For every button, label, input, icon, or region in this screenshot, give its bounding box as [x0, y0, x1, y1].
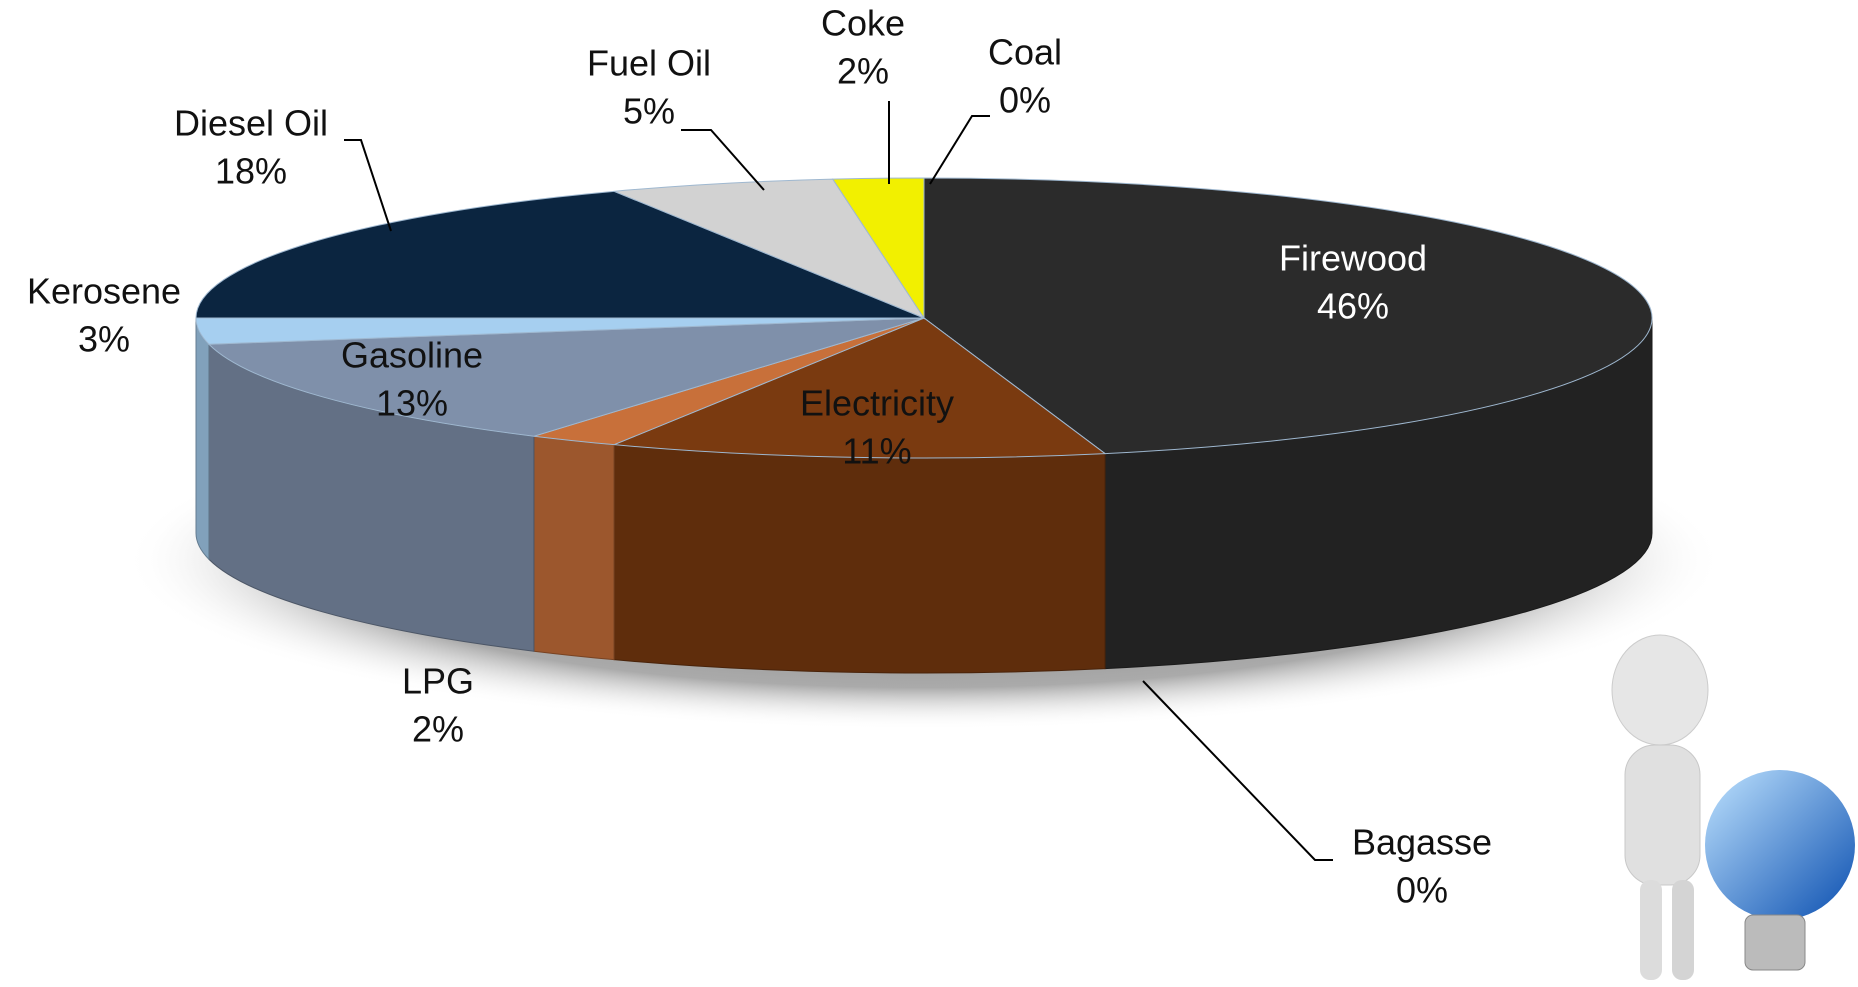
value-label: 46% [1317, 286, 1389, 327]
category-label: Gasoline [341, 335, 483, 376]
data-labels: Firewood 46% Bagasse 0% Electricity 11% LPG 2% G… [27, 3, 1492, 911]
leader-line [1142, 680, 1333, 861]
category-label: Fuel Oil [587, 43, 711, 84]
slice-side [533, 435, 615, 661]
value-label: 11% [842, 431, 911, 472]
category-label: Firewood [1279, 238, 1427, 279]
slice [195, 190, 925, 319]
person-illustration [1611, 634, 1855, 980]
slice [207, 317, 925, 437]
value-label: 18% [215, 151, 287, 192]
value-label: 0% [1396, 870, 1448, 911]
pie-tops [195, 177, 1653, 459]
category-label: Kerosene [27, 271, 181, 312]
slice-side [195, 317, 210, 561]
category-label: Diesel Oil [174, 103, 328, 144]
pie-sides [195, 317, 1653, 674]
value-label: 0% [999, 80, 1051, 121]
slice [923, 177, 1653, 455]
category-label: Electricity [800, 383, 954, 424]
category-label: Coke [821, 3, 905, 44]
category-label: Bagasse [1352, 822, 1492, 863]
slice [613, 178, 926, 320]
slice-side [613, 444, 1106, 674]
category-label: LPG [402, 661, 474, 702]
value-label: 13% [376, 383, 448, 424]
leader-line [929, 115, 990, 185]
leader-lines [344, 101, 1333, 861]
leader-line [681, 129, 765, 191]
value-label: 2% [412, 709, 464, 750]
value-label: 2% [837, 51, 889, 92]
category-label: Coal [988, 32, 1062, 73]
slice [613, 317, 1107, 459]
value-label: 5% [623, 91, 675, 132]
value-label: 3% [78, 319, 130, 360]
leader-line [344, 139, 392, 232]
